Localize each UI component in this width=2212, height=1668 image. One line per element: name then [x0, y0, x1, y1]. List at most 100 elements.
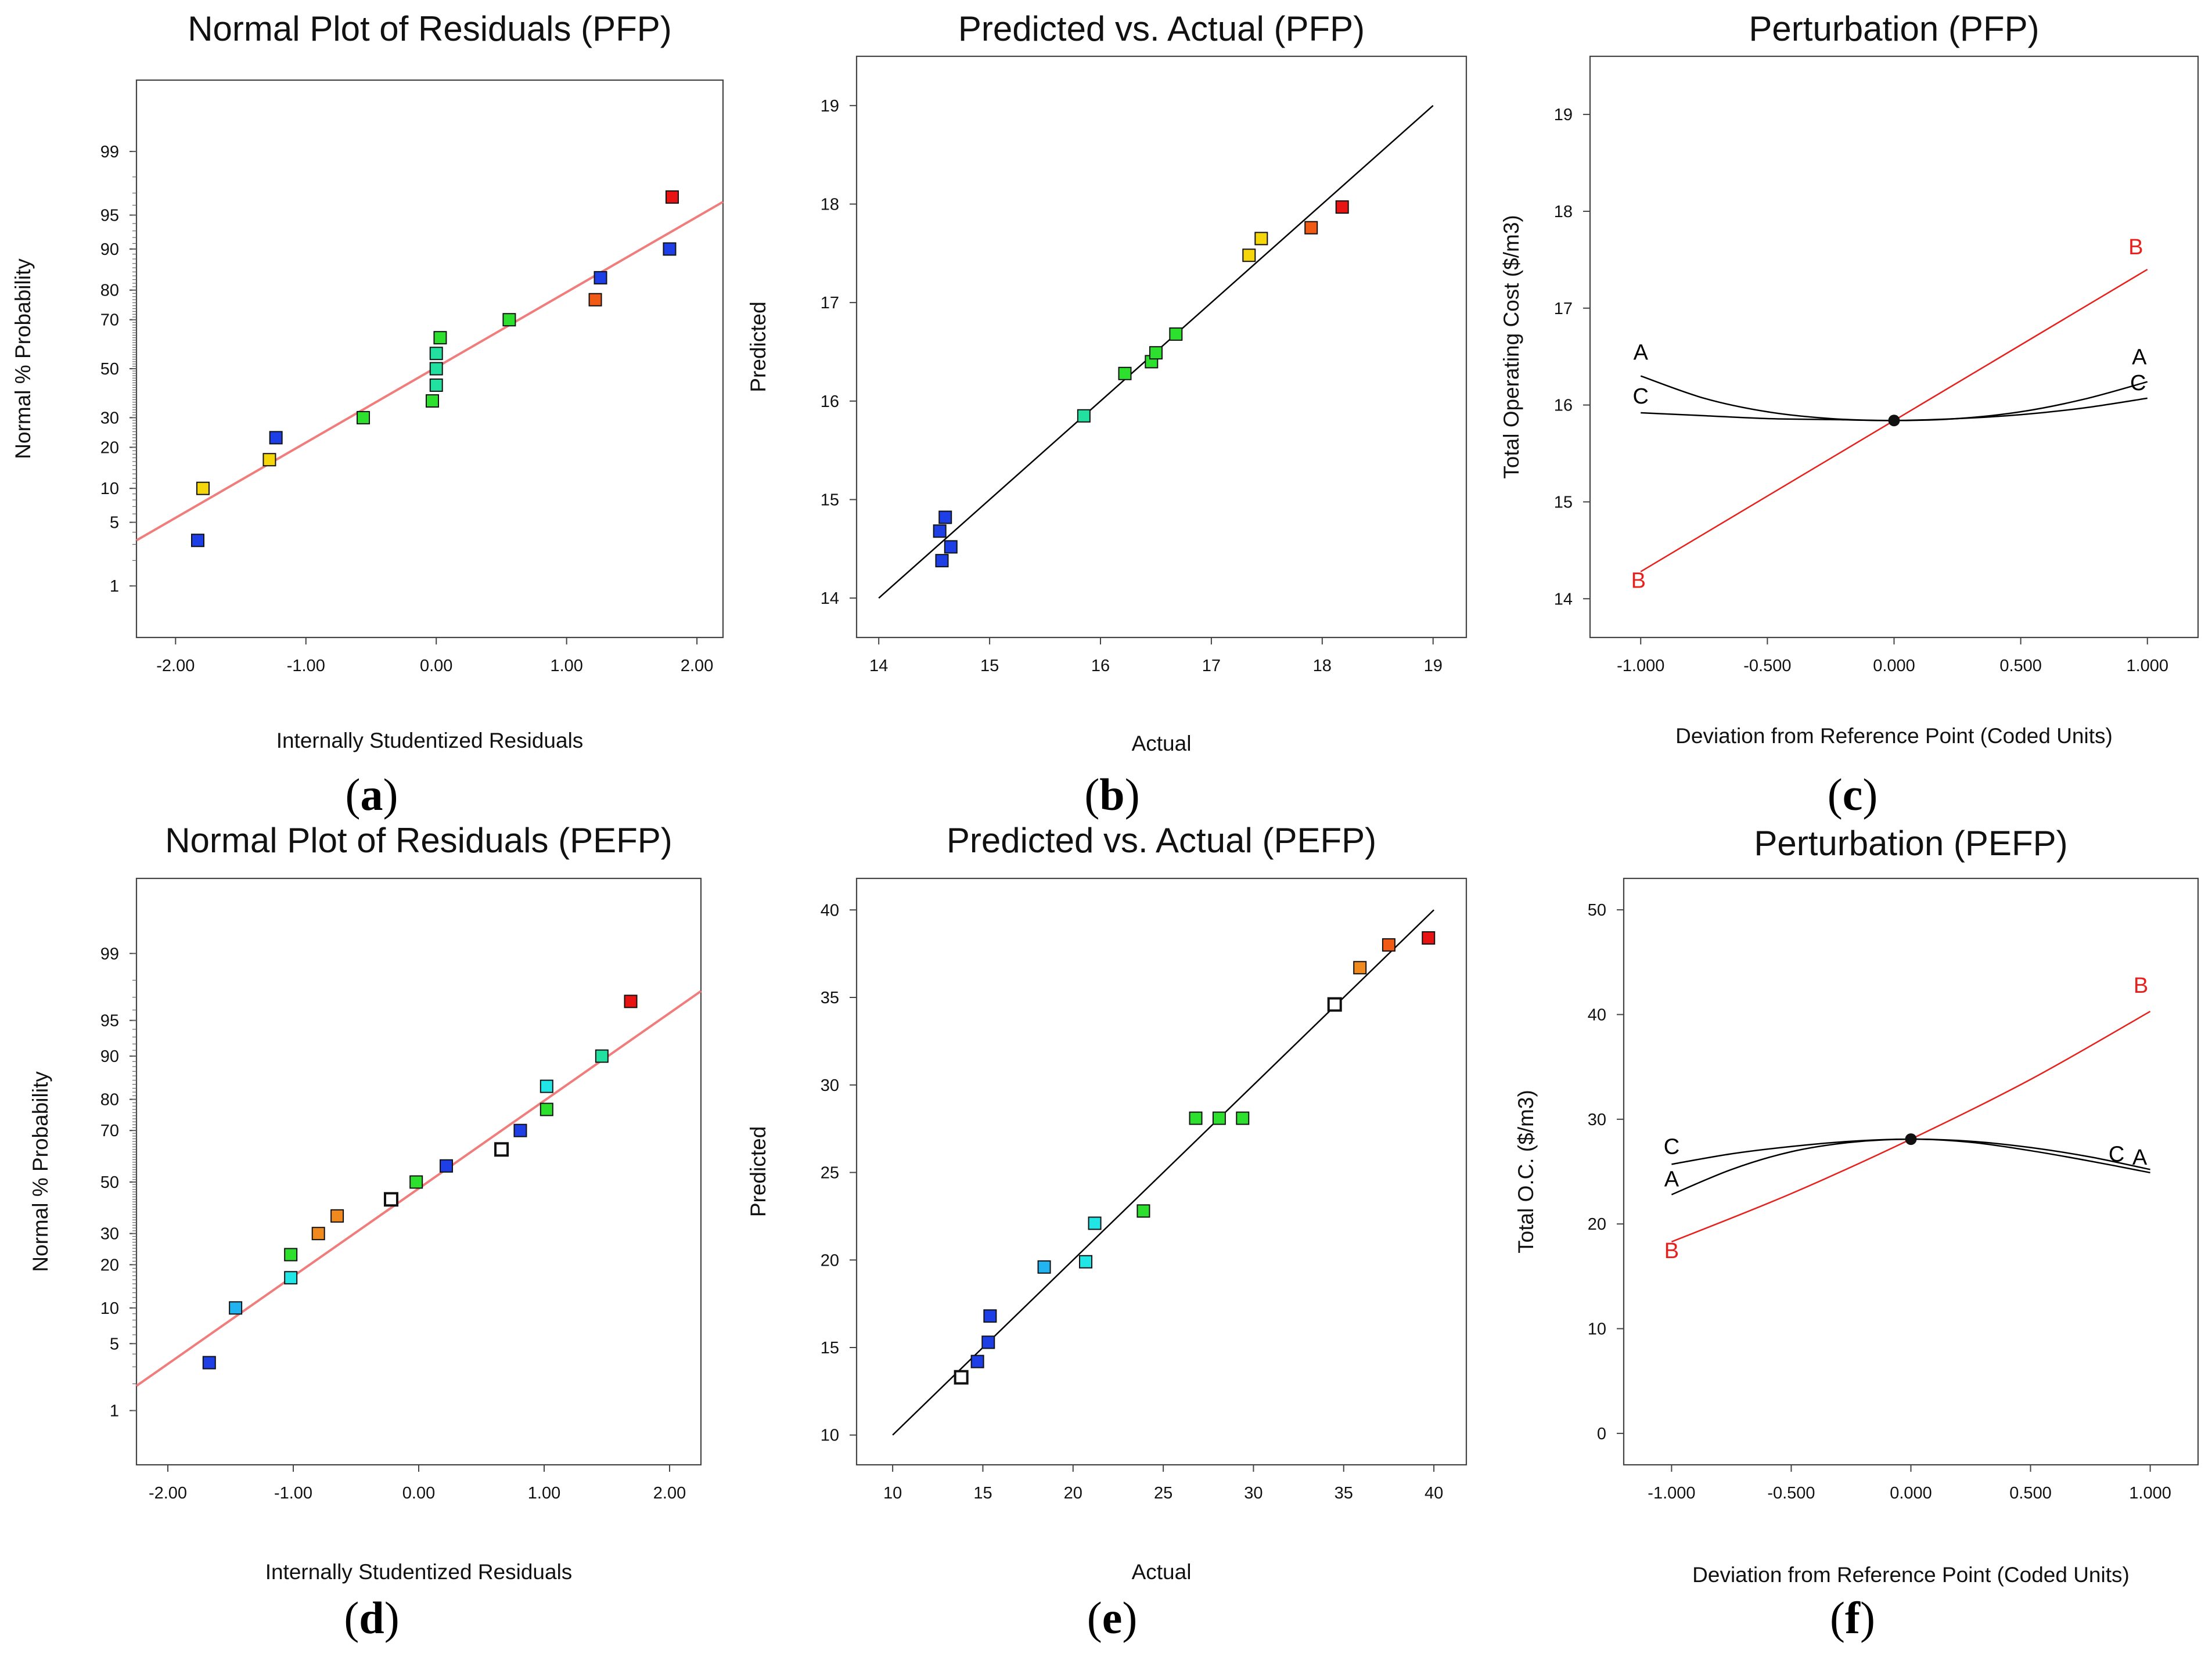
- x-axis-label: Deviation from Reference Point (Coded Un…: [1675, 724, 2113, 748]
- data-point: [330, 1209, 344, 1223]
- data-point: [983, 1309, 997, 1323]
- y-tick-label: 50: [100, 360, 119, 379]
- y-axis-label: Predicted: [746, 301, 770, 392]
- data-point: [429, 362, 443, 376]
- data-point: [1353, 961, 1367, 975]
- y-tick-label: 18: [1554, 203, 1573, 221]
- series-label-b: B: [1631, 569, 1646, 593]
- series-label-c: C: [2109, 1142, 2124, 1166]
- series-label-c: C: [1633, 384, 1649, 409]
- series-label-a: A: [1664, 1168, 1679, 1192]
- data-point: [1136, 1204, 1150, 1218]
- x-tick-label: 16: [1091, 657, 1110, 675]
- plot-frame: [1623, 877, 2199, 1466]
- y-tick-label: 50: [1588, 901, 1606, 920]
- y-tick-label: 5: [110, 514, 119, 532]
- x-tick-label: 10: [883, 1484, 902, 1503]
- y-tick-label: 80: [100, 1091, 119, 1109]
- data-point: [954, 1370, 969, 1385]
- chart-title: Perturbation (PEFP): [1754, 824, 2067, 863]
- x-tick-label: 18: [1313, 657, 1332, 675]
- data-point: [665, 190, 679, 204]
- x-axis-label: Deviation from Reference Point (Coded Un…: [1692, 1563, 2130, 1587]
- y-tick-label: 95: [100, 1012, 119, 1031]
- chart-title: Predicted vs. Actual (PEFP): [947, 821, 1376, 860]
- data-point: [663, 242, 677, 256]
- y-axis-label: Total Operating Cost ($/m3): [1499, 215, 1523, 478]
- data-point: [938, 510, 952, 524]
- data-point: [933, 524, 947, 538]
- data-point: [409, 1175, 423, 1189]
- series-label-a: A: [2132, 1145, 2148, 1170]
- y-tick-label: 15: [821, 1339, 839, 1357]
- reference-point-marker: [1905, 1133, 1917, 1145]
- y-tick-label: 25: [821, 1164, 839, 1183]
- y-tick-label: 16: [821, 392, 839, 411]
- series-line-a: [1640, 375, 2148, 421]
- data-point: [1037, 1260, 1051, 1274]
- x-tick-label: -0.500: [1767, 1484, 1815, 1503]
- data-point: [970, 1354, 984, 1368]
- y-tick-label: 19: [821, 97, 839, 116]
- panel-label: (a): [346, 769, 398, 820]
- y-tick-label: 10: [100, 1299, 119, 1318]
- y-tick-label: 17: [1554, 300, 1573, 318]
- data-point: [588, 293, 602, 307]
- data-point: [594, 271, 607, 284]
- chart-title: Normal Plot of Residuals (PFP): [188, 9, 672, 48]
- data-point: [1304, 221, 1318, 235]
- x-tick-label: 1.000: [2129, 1484, 2171, 1503]
- reference-point-marker: [1888, 415, 1900, 427]
- data-point: [1088, 1216, 1102, 1230]
- data-point: [513, 1123, 527, 1137]
- y-tick-label: 15: [821, 491, 839, 509]
- data-point: [595, 1049, 609, 1063]
- y-tick-label: 20: [1588, 1215, 1606, 1234]
- y-tick-label: 17: [821, 294, 839, 312]
- x-tick-label: -1.000: [1648, 1484, 1695, 1503]
- data-point: [190, 534, 204, 547]
- data-point: [1077, 409, 1091, 423]
- y-tick-label: 20: [821, 1251, 839, 1270]
- x-tick-label: 20: [1064, 1484, 1082, 1503]
- y-tick-label: 15: [1554, 493, 1573, 511]
- data-point: [429, 347, 443, 361]
- series-label-b: B: [2128, 235, 2143, 260]
- x-tick-label: 0.500: [1999, 657, 2042, 675]
- chart-panel-1: Normal Plot of Residuals (PFP) Internally…: [11, 9, 724, 820]
- data-point: [311, 1227, 325, 1241]
- data-point: [433, 331, 447, 345]
- data-point: [1149, 346, 1163, 360]
- y-tick-label: 30: [821, 1076, 839, 1095]
- data-point: [196, 481, 210, 495]
- data-point: [944, 540, 958, 554]
- x-tick-label: 14: [869, 657, 888, 675]
- data-point: [935, 554, 949, 568]
- y-tick-label: 30: [100, 409, 119, 427]
- x-tick-label: -1.00: [274, 1484, 312, 1503]
- y-tick-label: 90: [100, 240, 119, 259]
- series-label-c: C: [1664, 1134, 1679, 1159]
- series-label-c: C: [2130, 371, 2146, 395]
- data-point: [539, 1103, 553, 1116]
- y-tick-label: 16: [1554, 397, 1573, 415]
- series-line-b: [1671, 1010, 2151, 1242]
- data-point: [1079, 1255, 1093, 1269]
- y-tick-label: 99: [100, 945, 119, 963]
- panel-label: (e): [1087, 1593, 1138, 1643]
- data-point: [1236, 1111, 1250, 1125]
- panel-label: (f): [1830, 1593, 1875, 1643]
- data-point: [1254, 232, 1268, 246]
- data-point: [1212, 1111, 1226, 1125]
- chart-panel-4: Normal Plot of Residuals (PEFP) Internall…: [28, 821, 702, 1643]
- data-point: [1242, 248, 1256, 262]
- y-tick-label: 50: [100, 1173, 119, 1192]
- x-tick-label: 17: [1202, 657, 1221, 675]
- y-axis-label: Predicted: [746, 1126, 770, 1217]
- y-tick-label: 35: [821, 989, 839, 1007]
- y-tick-label: 10: [1588, 1320, 1606, 1339]
- y-tick-label: 5: [110, 1335, 119, 1353]
- y-tick-label: 70: [100, 311, 119, 330]
- series-label-a: A: [2132, 345, 2147, 370]
- x-tick-label: 1.00: [528, 1484, 560, 1503]
